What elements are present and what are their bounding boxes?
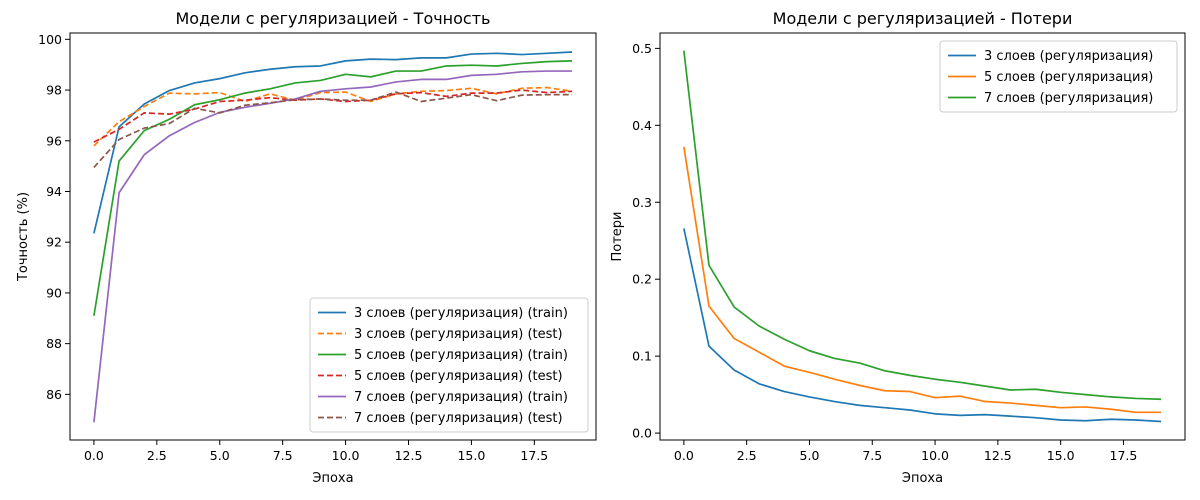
series-line-2 (93, 86, 573, 147)
x-tick-label: 7.5 (862, 448, 882, 463)
x-tick-label: 15.0 (457, 448, 485, 463)
chart-title: Модели с регуляризацией - Точность (176, 9, 491, 28)
x-tick-label: 0.0 (84, 448, 104, 463)
chart-title: Модели с регуляризацией - Потери (773, 9, 1073, 28)
legend-label: 3 слоев (регуляризация) (984, 49, 1153, 64)
series-line-1 (93, 51, 573, 234)
legend-box (939, 40, 1178, 113)
x-tick-label: 10.0 (332, 448, 360, 463)
series-line-3 (93, 60, 573, 316)
plot-frame (659, 32, 1186, 441)
y-tick-label: 0.2 (632, 272, 652, 287)
legend-box (309, 297, 589, 433)
x-tick-label: 2.5 (737, 448, 757, 463)
y-tick-label: 86 (46, 387, 62, 402)
y-tick-label: 0.5 (632, 41, 652, 56)
y-tick-label: 0.3 (632, 195, 652, 210)
legend-label: 7 слоев (регуляризация) (test) (354, 411, 563, 426)
y-tick-label: 0.4 (632, 118, 652, 133)
legend-label: 3 слоев (регуляризация) (test) (354, 327, 563, 342)
x-tick-label: 10.0 (921, 448, 949, 463)
x-tick-label: 0.0 (674, 448, 694, 463)
series-line-3 (683, 50, 1162, 401)
x-tick-label: 12.5 (395, 448, 423, 463)
y-tick-label: 90 (46, 285, 62, 300)
x-axis-label: Эпоха (902, 471, 943, 486)
y-tick-label: 96 (46, 133, 62, 148)
series-line-1 (683, 228, 1162, 423)
series-line-4 (93, 89, 573, 143)
x-tick-label: 12.5 (984, 448, 1012, 463)
y-tick-label: 100 (38, 32, 62, 47)
legend: 3 слоев (регуляризация) 5 слоев (регуляри… (939, 40, 1178, 113)
chart-2: Модели с регуляризацией - Потери 0.0 2.5 5.… (610, 9, 1186, 486)
legend-label: 5 слоев (регуляризация) (train) (354, 348, 568, 363)
y-tick-label: 0.0 (632, 426, 652, 441)
series-line-6 (93, 91, 573, 168)
y-tick-label: 92 (46, 235, 62, 250)
y-tick-label: 0.1 (632, 349, 652, 364)
legend-label: 5 слоев (регуляризация) (test) (354, 369, 563, 384)
legend: 3 слоев (регуляризация) (train) 3 слоев (… (309, 297, 589, 433)
y-tick-label: 98 (46, 83, 62, 98)
chart-1: Модели с регуляризацией - Точность 0.0 2.5… (16, 9, 597, 486)
x-tick-label: 17.5 (1110, 448, 1138, 463)
legend-label: 5 слоев (регуляризация) (984, 70, 1153, 85)
x-tick-label: 5.0 (800, 448, 820, 463)
legend-label: 7 слоев (регуляризация) (train) (354, 390, 568, 405)
y-tick-label: 88 (46, 336, 62, 351)
series-line-5 (93, 70, 573, 423)
x-tick-label: 5.0 (210, 448, 230, 463)
x-tick-label: 7.5 (273, 448, 293, 463)
series-line-2 (683, 146, 1162, 414)
x-tick-label: 15.0 (1047, 448, 1075, 463)
y-tick-label: 94 (46, 184, 62, 199)
legend-label: 3 слоев (регуляризация) (train) (354, 306, 568, 321)
x-tick-label: 2.5 (147, 448, 167, 463)
x-tick-label: 17.5 (520, 448, 548, 463)
y-axis-label: Потери (610, 211, 625, 261)
legend-label: 7 слоев (регуляризация) (984, 91, 1153, 106)
plot-frame (69, 32, 597, 441)
y-axis-label: Точность (%) (16, 192, 31, 282)
x-axis-label: Эпоха (312, 471, 353, 486)
